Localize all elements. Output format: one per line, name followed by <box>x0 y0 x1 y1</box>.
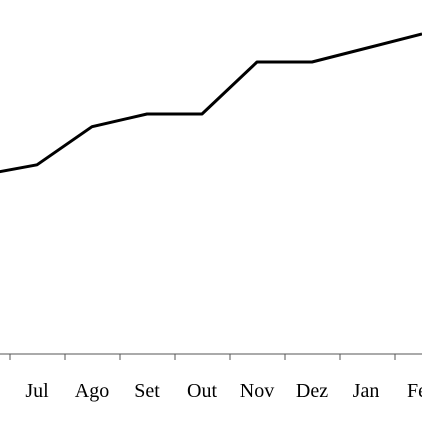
x-tick-label-ago: Ago <box>75 380 109 402</box>
x-tick-label-fev: Fe <box>407 380 422 402</box>
x-tick-label-jul: Jul <box>25 380 49 402</box>
x-tick-label-nov: Nov <box>240 380 274 402</box>
x-tick-label-dez: Dez <box>296 380 328 402</box>
x-tick-label-jan: Jan <box>353 380 380 402</box>
x-tick-labels: Jul Ago Set Out Nov Dez Jan Fe <box>25 380 422 402</box>
x-tick-label-set: Set <box>134 380 160 402</box>
x-tick-label-out: Out <box>187 380 217 402</box>
x-axis-ticks <box>9 354 396 360</box>
series-line <box>0 32 422 174</box>
